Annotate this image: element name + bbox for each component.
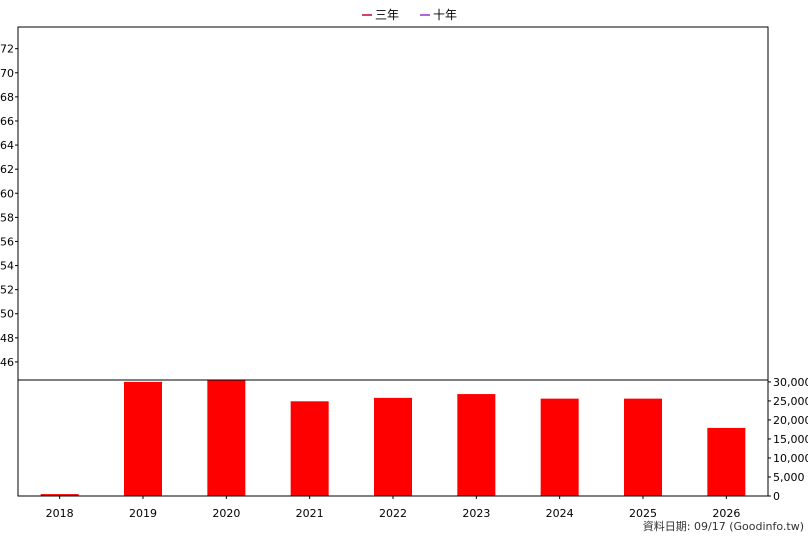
data-date-footer: 資料日期: 09/17 (Goodinfo.tw)	[642, 520, 804, 533]
price-tick-label: 70	[0, 67, 14, 80]
x-tick-label: 2020	[212, 507, 240, 520]
volume-bar	[290, 401, 329, 496]
x-tick-label: 2023	[462, 507, 490, 520]
price-tick-label: 62	[0, 163, 14, 176]
chart-legend: 三年 十年	[362, 8, 457, 22]
volume-bar	[707, 427, 746, 496]
volume-tick-label: 0	[773, 490, 780, 503]
price-tick-label: 50	[0, 308, 14, 321]
volume-bar	[40, 494, 79, 496]
volume-bar	[207, 379, 246, 496]
x-tick-label: 2022	[379, 507, 407, 520]
price-tick-label: 48	[0, 332, 14, 345]
price-tick-label: 68	[0, 91, 14, 104]
price-tick-label: 46	[0, 356, 14, 369]
price-tick-label: 58	[0, 211, 14, 224]
volume-bar	[540, 398, 579, 496]
price-tick-label: 60	[0, 187, 14, 200]
volume-tick-label: 15,000	[773, 433, 808, 446]
price-tick-label: 54	[0, 260, 14, 273]
x-tick-label: 2025	[629, 507, 657, 520]
volume-bar	[124, 381, 162, 496]
price-tick-label: 56	[0, 235, 14, 248]
x-tick-label: 2024	[546, 507, 574, 520]
legend-label: 十年	[433, 8, 457, 22]
x-tick-label: 2018	[46, 507, 74, 520]
volume-bar	[624, 398, 662, 496]
volume-tick-label: 20,000	[773, 414, 808, 427]
volume-tick-label: 25,000	[773, 395, 808, 408]
volume-tick-label: 10,000	[773, 452, 808, 465]
volume-tick-label: 30,000	[773, 376, 808, 389]
price-tick-label: 52	[0, 284, 14, 297]
volume-bar	[374, 397, 412, 496]
price-plot-area	[17, 26, 769, 381]
price-tick-label: 64	[0, 139, 14, 152]
x-tick-label: 2026	[712, 507, 740, 520]
chart-axes: 46 48 50 52 54 56 58 60 62 64 66 68 70 72 0 5,000 10,000…	[0, 26, 808, 520]
x-tick-label: 2019	[129, 507, 157, 520]
volume-tick-label: 5,000	[773, 471, 805, 484]
volume-bar	[457, 394, 496, 496]
price-tick-label: 72	[0, 43, 14, 56]
x-tick-label: 2021	[296, 507, 324, 520]
price-tick-label: 66	[0, 115, 14, 128]
volume-panel	[40, 379, 746, 496]
legend-label: 三年	[375, 8, 399, 22]
